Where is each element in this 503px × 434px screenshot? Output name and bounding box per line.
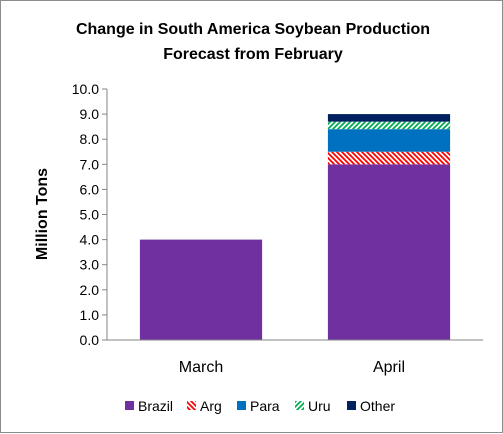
y-tick-label: 4.0 [80, 232, 100, 248]
bar-arg-april [328, 152, 450, 165]
y-tick-label: 2.0 [80, 282, 100, 298]
bar-other-april [328, 114, 450, 122]
legend-swatch-arg [187, 401, 196, 410]
bars [140, 114, 450, 340]
legend-label-arg: Arg [200, 398, 222, 414]
bar-brazil-march [140, 240, 262, 340]
y-tick-label: 5.0 [80, 207, 100, 223]
y-tick-label: 3.0 [80, 257, 100, 273]
bar-uru-april [328, 122, 450, 130]
chart-title-line-1: Change in South America Soybean Producti… [76, 21, 430, 38]
legend-swatch-brazil [125, 401, 134, 410]
legend-label-para: Para [250, 398, 280, 414]
legend-swatch-other [347, 401, 356, 410]
legend-swatch-uru [295, 401, 304, 410]
y-tick-label: 9.0 [80, 106, 100, 122]
legend-label-brazil: Brazil [138, 398, 173, 414]
legend-label-other: Other [360, 398, 395, 414]
bar-brazil-april [328, 164, 450, 340]
legend-label-uru: Uru [308, 398, 331, 414]
y-tick-labels: 0.0 1.0 2.0 3.0 4.0 5.0 6.0 7.0 8.0 9.0 10.0 [72, 81, 99, 348]
y-tick-label: 10.0 [72, 81, 99, 97]
y-tick-label: 8.0 [80, 131, 100, 147]
chart-title-line-2: Forecast from February [163, 46, 343, 63]
category-label: April [373, 359, 405, 376]
y-axis-label: Million Tons [34, 168, 51, 260]
category-labels: March April [179, 359, 405, 376]
y-tick-label: 7.0 [80, 156, 100, 172]
y-tick-label: 1.0 [80, 307, 100, 323]
bar-para-april [328, 129, 450, 152]
y-tick-label: 6.0 [80, 181, 100, 197]
legend-swatch-para [237, 401, 246, 410]
category-label: March [179, 359, 223, 376]
y-tick-label: 0.0 [80, 332, 100, 348]
legend: Brazil Arg Para Uru Other [125, 398, 395, 414]
